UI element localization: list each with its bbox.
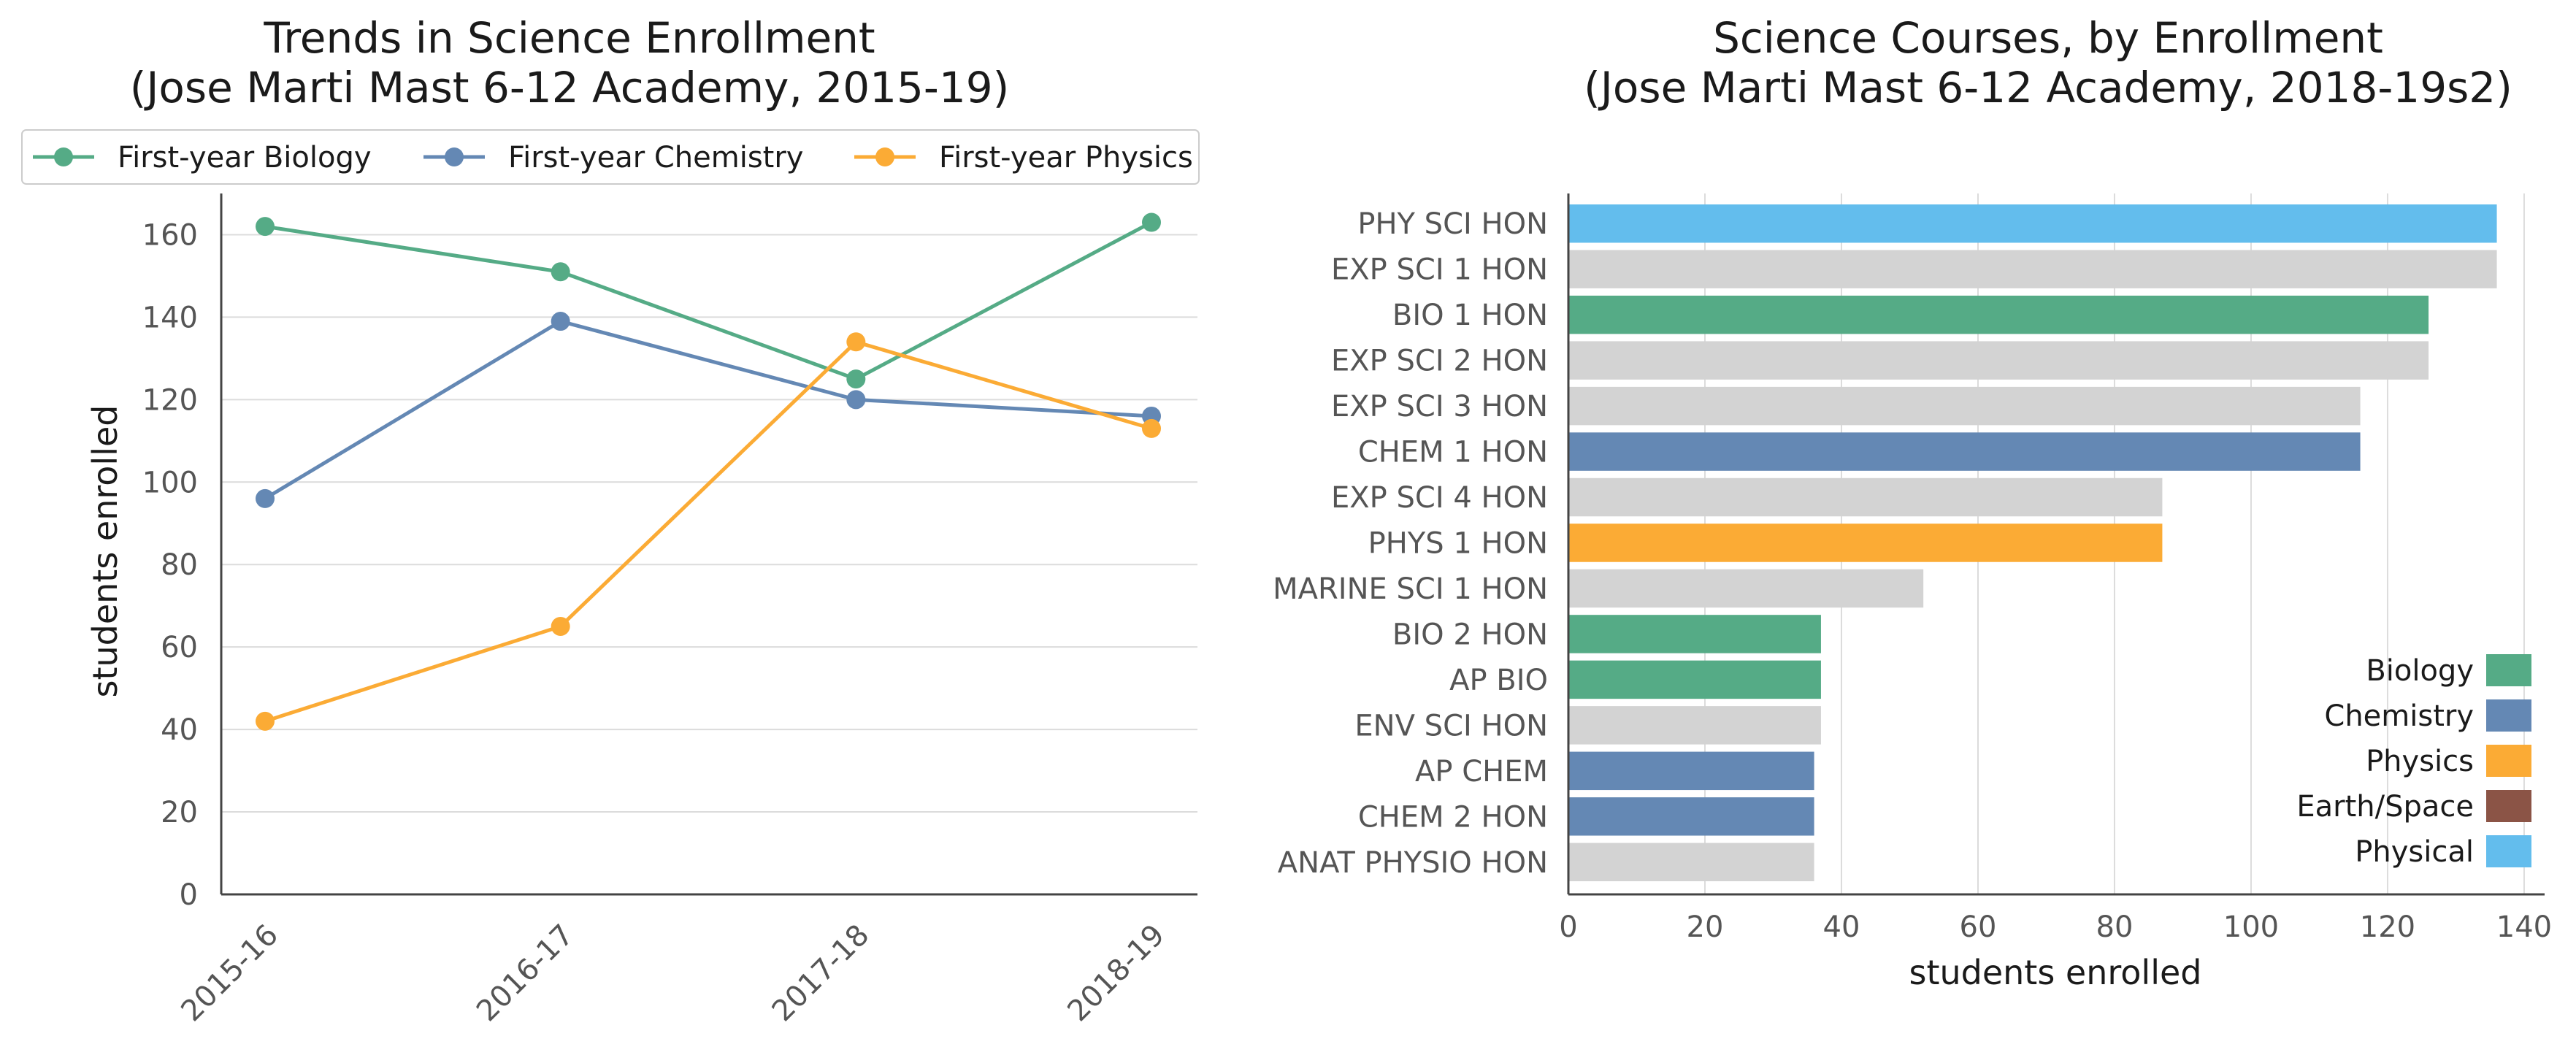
bar-exp-sci-3-hon [1568, 386, 2361, 426]
bar-chart-title-line-2: (Jose Marti Mast 6-12 Academy, 2018-19s2… [1584, 63, 2512, 112]
bar-chem-2-hon [1568, 797, 1814, 836]
bar-chem-1-hon [1568, 432, 2361, 471]
bar-chart-x-tick-label: 80 [2096, 910, 2134, 944]
bar-chart-x-tick-label: 20 [1687, 910, 1724, 944]
bar-chart-category-label: PHY SCI HON [1357, 207, 1548, 241]
bar-chart-category-label: AP BIO [1449, 664, 1548, 697]
bar-chart-title-line-1: Science Courses, by Enrollment [1713, 13, 2383, 63]
line-point-physics [256, 711, 275, 731]
bar-chart-category-label: AP CHEM [1415, 755, 1548, 789]
bar-chart-category-label: EXP SCI 3 HON [1331, 390, 1548, 423]
line-point-chemistry [551, 312, 570, 331]
bar-exp-sci-1-hon [1568, 250, 2497, 288]
legend-label-earth-space: Earth/Space [2296, 790, 2474, 824]
line-chart-x-tick-label: 2017-18 [766, 918, 876, 1029]
bar-chart-category-label: EXP SCI 1 HON [1331, 253, 1548, 287]
bar-bio-2-hon [1568, 615, 1821, 653]
bar-chart-category-label: ANAT PHYSIO HON [1278, 846, 1548, 880]
line-chart-x-tick-label: 2015-16 [175, 918, 285, 1029]
line-point-chemistry [256, 488, 275, 508]
line-point-physics [846, 332, 866, 352]
line-point-chemistry [846, 390, 866, 410]
legend-label-chemistry: First-year Chemistry [508, 141, 803, 174]
bar-chart-x-tick-label: 40 [1823, 910, 1860, 944]
line-chart-y-tick-label: 60 [161, 631, 198, 664]
bar-chart-x-tick-label: 100 [2223, 910, 2279, 944]
bar-marine-sci-1-hon [1568, 569, 1924, 608]
legend-label-chemistry: Chemistry [2324, 699, 2474, 733]
legend-swatch-physics [2486, 745, 2531, 777]
line-chart-title-line-2: (Jose Marti Mast 6-12 Academy, 2015-19) [130, 63, 1010, 112]
line-series-physics [264, 339, 1152, 724]
bar-chart-category-label: EXP SCI 2 HON [1331, 345, 1548, 378]
line-series-biology [264, 220, 1153, 381]
bar-ap-bio [1568, 660, 1821, 699]
line-series-chemistry [264, 319, 1152, 501]
bar-ap-chem [1568, 751, 1814, 791]
line-chart-y-tick-label: 120 [142, 383, 198, 417]
line-point-physics [551, 616, 570, 636]
line-chart-title-line-1: Trends in Science Enrollment [263, 13, 875, 63]
legend-label-biology: First-year Biology [118, 141, 372, 174]
bar-chart-category-label: PHYS 1 HON [1368, 527, 1548, 561]
legend-swatch-biology [2486, 654, 2531, 686]
bar-chart-category-label: CHEM 1 HON [1358, 436, 1548, 469]
bar-exp-sci-4-hon [1568, 477, 2163, 517]
line-chart-y-axis-label: students enrolled [85, 405, 125, 698]
bar-bio-1-hon [1568, 295, 2429, 334]
bar-exp-sci-2-hon [1568, 341, 2429, 380]
line-chart-x-tick-label: 2018-19 [1061, 918, 1171, 1029]
bar-chart-x-tick-label: 120 [2360, 910, 2415, 944]
line-chart-y-tick-label: 0 [180, 878, 198, 912]
bar-chart-category-label: CHEM 2 HON [1358, 800, 1548, 834]
bar-chart-category-label: EXP SCI 4 HON [1331, 481, 1548, 515]
legend-label-physical: Physical [2355, 835, 2474, 869]
line-point-biology [846, 369, 866, 389]
line-point-biology [1142, 212, 1161, 232]
line-point-biology [551, 262, 570, 282]
legend-swatch-physical [2486, 835, 2531, 867]
bar-env-sci-hon [1568, 706, 1821, 745]
line-chart-y-tick-label: 100 [142, 466, 198, 499]
legend-label-biology: Biology [2366, 654, 2474, 688]
bar-chart-category-label: BIO 2 HON [1392, 618, 1548, 651]
legend-marker-biology [54, 147, 73, 166]
line-chart-legend: First-year Biology First-year Chemistry Fi… [21, 129, 1200, 185]
line-point-physics [1142, 418, 1161, 438]
bar-chart-category-label: MARINE SCI 1 HON [1273, 572, 1548, 606]
legend-swatch-earth-space [2486, 790, 2531, 822]
line-chart-y-tick-label: 140 [142, 301, 198, 334]
bar-chart-legend: Biology Chemistry Physics Earth/Space Physic… [2296, 654, 2531, 869]
bar-chart: Science Courses, by Enrollment (Jose Mar… [1273, 13, 2552, 992]
line-chart-y-tick-label: 80 [161, 548, 198, 582]
line-chart: Trends in Science Enrollment (Jose Marti… [21, 13, 1200, 1029]
legend-label-physics: First-year Physics [939, 141, 1193, 174]
bar-chart-x-tick-label: 0 [1559, 910, 1577, 944]
bar-phy-sci-hon [1568, 204, 2497, 243]
bar-chart-category-label: ENV SCI HON [1354, 709, 1548, 743]
bar-chart-x-tick-label: 60 [1960, 910, 1997, 944]
legend-swatch-chemistry [2486, 699, 2531, 732]
bar-chart-x-tick-label: 140 [2496, 910, 2552, 944]
line-chart-y-tick-label: 40 [161, 713, 198, 747]
line-chart-legend-frame [21, 129, 1200, 185]
line-chart-y-tick-label: 160 [142, 218, 198, 252]
line-point-biology [256, 217, 275, 237]
line-chart-x-tick-label: 2016-17 [470, 918, 580, 1029]
legend-marker-chemistry [445, 147, 464, 166]
legend-marker-physics [875, 147, 894, 166]
bar-anat-physio-hon [1568, 843, 1814, 882]
bar-phys-1-hon [1568, 523, 2163, 562]
line-chart-y-tick-label: 20 [161, 796, 198, 829]
legend-label-physics: Physics [2366, 745, 2474, 778]
bar-chart-category-label: BIO 1 HON [1392, 299, 1548, 332]
bar-chart-x-axis-label: students enrolled [1909, 953, 2202, 992]
